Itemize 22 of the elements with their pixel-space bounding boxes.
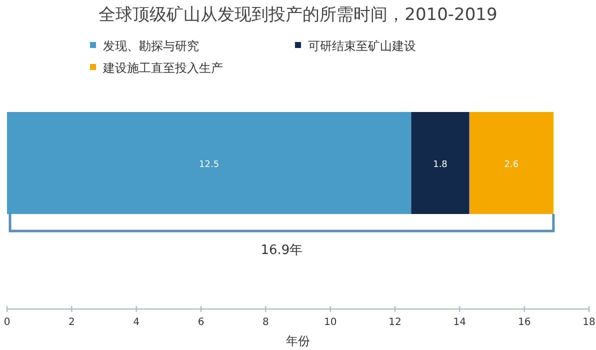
- legend-label: 可研结束至矿山建设: [308, 39, 416, 53]
- x-tick-label: 14: [453, 317, 466, 328]
- x-axis-title: 年份: [286, 334, 310, 348]
- legend-label: 发现、勘探与研究: [103, 39, 199, 53]
- bar: [7, 112, 412, 214]
- data-label: 2.6: [504, 160, 519, 170]
- x-tick-label: 0: [4, 317, 10, 328]
- x-tick-label: 12: [388, 317, 402, 328]
- data-label: 12.5: [199, 160, 220, 170]
- x-tick-label: 4: [133, 317, 140, 328]
- x-tick-label: 10: [324, 317, 337, 328]
- x-tick-label: 2: [68, 317, 75, 328]
- x-tick-label: 18: [582, 317, 596, 328]
- bar: [469, 112, 554, 214]
- x-tick-label: 8: [262, 317, 269, 328]
- chart-title: 全球顶级矿山从发现到投产的所需时间，2010-2019: [98, 5, 498, 25]
- x-tick-label: 6: [198, 317, 204, 328]
- data-label: 1.8: [433, 160, 448, 170]
- bar: [411, 112, 470, 214]
- x-tick-label: 16: [518, 317, 531, 328]
- legend-label: 建设施工直至投入生产: [102, 61, 223, 75]
- text: 16.9年: [260, 243, 303, 258]
